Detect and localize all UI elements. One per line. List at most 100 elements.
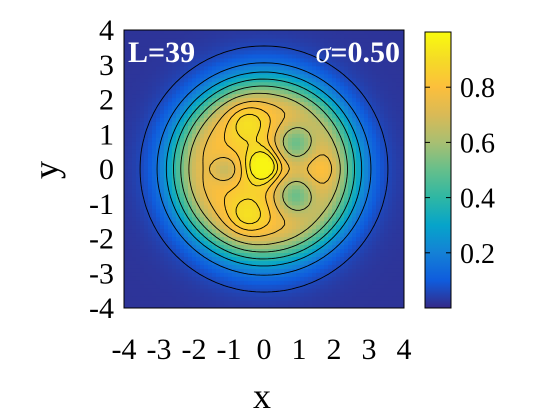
heatmap-cell (400, 300, 404, 305)
heatmap-cell (188, 141, 193, 146)
heatmap-cell (188, 184, 193, 190)
heatmap-cell (340, 169, 345, 174)
heatmap-cell (252, 153, 257, 158)
heatmap-cell (184, 236, 189, 242)
heatmap-cell (192, 81, 197, 87)
heatmap-cell (300, 157, 305, 162)
heatmap-cell (312, 240, 317, 246)
heatmap-cell (316, 256, 321, 261)
heatmap-cell (280, 117, 285, 122)
heatmap-cell (256, 296, 261, 301)
heatmap-cell (152, 304, 157, 308)
heatmap-cell (304, 192, 309, 198)
heatmap-cell (144, 296, 149, 301)
heatmap-cell (372, 176, 377, 182)
heatmap-cell (260, 208, 265, 214)
heatmap-cell (220, 184, 225, 190)
heatmap-cell (200, 216, 205, 222)
heatmap-cell (228, 89, 233, 95)
heatmap-cell (204, 93, 209, 99)
heatmap-cell (188, 121, 193, 126)
heatmap-cell (208, 97, 213, 103)
heatmap-cell (400, 117, 404, 122)
heatmap-cell (188, 260, 193, 265)
heatmap-cell (276, 260, 281, 265)
heatmap-cell (200, 157, 205, 162)
heatmap-cell (332, 45, 337, 51)
heatmap-cell (184, 176, 189, 182)
heatmap-cell (248, 53, 253, 59)
heatmap-cell (140, 149, 145, 154)
heatmap-cell (148, 45, 153, 51)
heatmap-cell (304, 157, 309, 162)
heatmap-cell (196, 161, 201, 166)
heatmap-cell (316, 244, 321, 250)
heatmap-cell (336, 268, 341, 273)
heatmap-cell (372, 284, 377, 289)
heatmap-cell (176, 284, 181, 289)
heatmap-cell (340, 268, 345, 273)
heatmap-cell (392, 184, 397, 190)
heatmap-cell (392, 33, 397, 39)
heatmap-cell (236, 161, 241, 166)
heatmap-cell (152, 133, 157, 138)
heatmap-cell (368, 288, 373, 293)
heatmap-cell (356, 149, 361, 154)
heatmap-cell (388, 272, 393, 277)
heatmap-cell (344, 208, 349, 214)
heatmap-cell (216, 53, 221, 59)
heatmap-cell (132, 157, 137, 162)
heatmap-cell (348, 157, 353, 162)
heatmap-cell (308, 220, 313, 226)
heatmap-cell (284, 89, 289, 95)
heatmap-cell (228, 169, 233, 174)
heatmap-cell (136, 65, 141, 71)
heatmap-cell (288, 264, 293, 269)
heatmap-cell (380, 53, 385, 59)
heatmap-cell (148, 248, 153, 253)
heatmap-cell (128, 296, 133, 301)
heatmap-cell (184, 53, 189, 59)
heatmap-cell (164, 77, 169, 83)
heatmap-cell (284, 121, 289, 126)
heatmap-cell (280, 276, 285, 281)
heatmap-cell (292, 272, 297, 277)
heatmap-cell (364, 204, 369, 210)
heatmap-cell (280, 37, 285, 43)
heatmap-cell (352, 220, 357, 226)
heatmap-cell (136, 141, 141, 146)
heatmap-cell (212, 224, 217, 230)
heatmap-cell (352, 149, 357, 154)
heatmap-cell (288, 109, 293, 114)
heatmap-cell (312, 41, 317, 47)
heatmap-cell (172, 276, 177, 281)
heatmap-cell (392, 97, 397, 103)
heatmap-cell (292, 256, 297, 261)
heatmap-cell (360, 161, 365, 166)
heatmap-cell (336, 53, 341, 59)
heatmap-cell (248, 300, 253, 305)
heatmap-cell (332, 125, 337, 130)
heatmap-cell (252, 264, 257, 269)
heatmap-cell (384, 204, 389, 210)
heatmap-cell (348, 53, 353, 59)
heatmap-cell (316, 30, 321, 35)
heatmap-cell (344, 109, 349, 114)
heatmap-cell (200, 184, 205, 190)
heatmap-cell (124, 33, 129, 39)
heatmap-cell (196, 280, 201, 285)
heatmap-cell (396, 172, 401, 178)
heatmap-cell (256, 304, 261, 308)
heatmap-cell (356, 57, 361, 63)
heatmap-cell (348, 81, 353, 87)
heatmap-cell (288, 276, 293, 281)
heatmap-cell (124, 208, 129, 214)
heatmap-cell (156, 81, 161, 87)
heatmap-cell (220, 121, 225, 126)
heatmap-cell (128, 212, 133, 218)
heatmap-cell (268, 30, 273, 35)
heatmap-cell (392, 176, 397, 182)
heatmap-cell (372, 49, 377, 55)
heatmap-cell (192, 37, 197, 43)
heatmap-cell (396, 97, 401, 103)
